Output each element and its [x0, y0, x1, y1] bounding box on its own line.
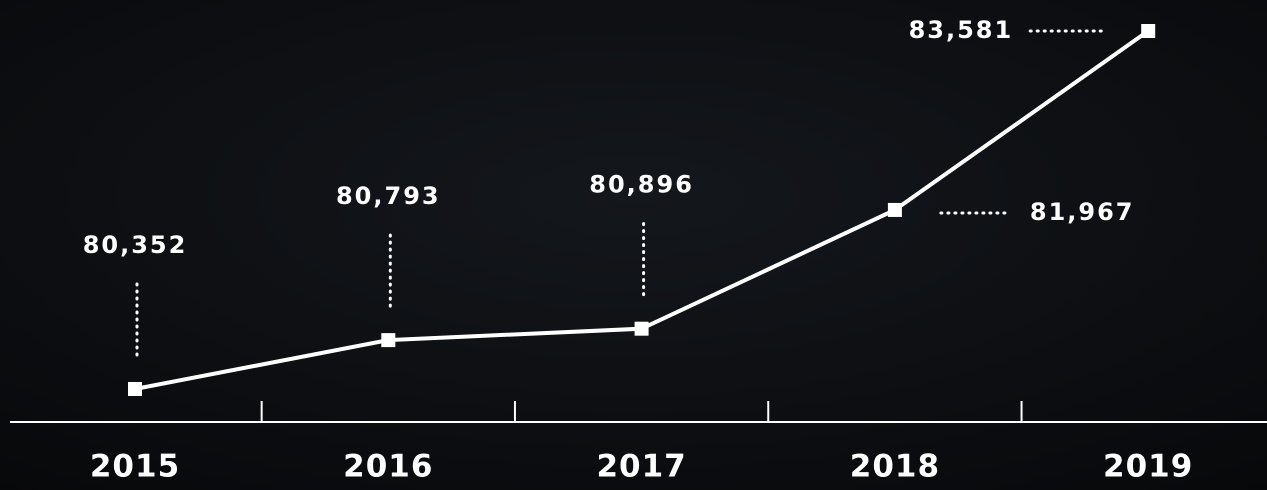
data-label: 80,352: [83, 231, 188, 259]
marker: [381, 333, 396, 348]
x-tick-label: 2015: [90, 449, 180, 485]
marker: [1141, 24, 1156, 38]
x-tick-label: 2016: [343, 449, 433, 485]
marker: [634, 321, 649, 336]
x-tick-label: 2018: [850, 449, 940, 485]
marker: [887, 202, 902, 217]
data-label: 80,896: [589, 171, 694, 199]
data-label: 83,581: [909, 16, 1014, 44]
x-tick-label: 2017: [596, 449, 686, 485]
data-label: 81,967: [1030, 198, 1135, 226]
data-label: 80,793: [336, 182, 441, 210]
marker: [128, 382, 142, 396]
x-tick-label: 2019: [1103, 449, 1193, 485]
